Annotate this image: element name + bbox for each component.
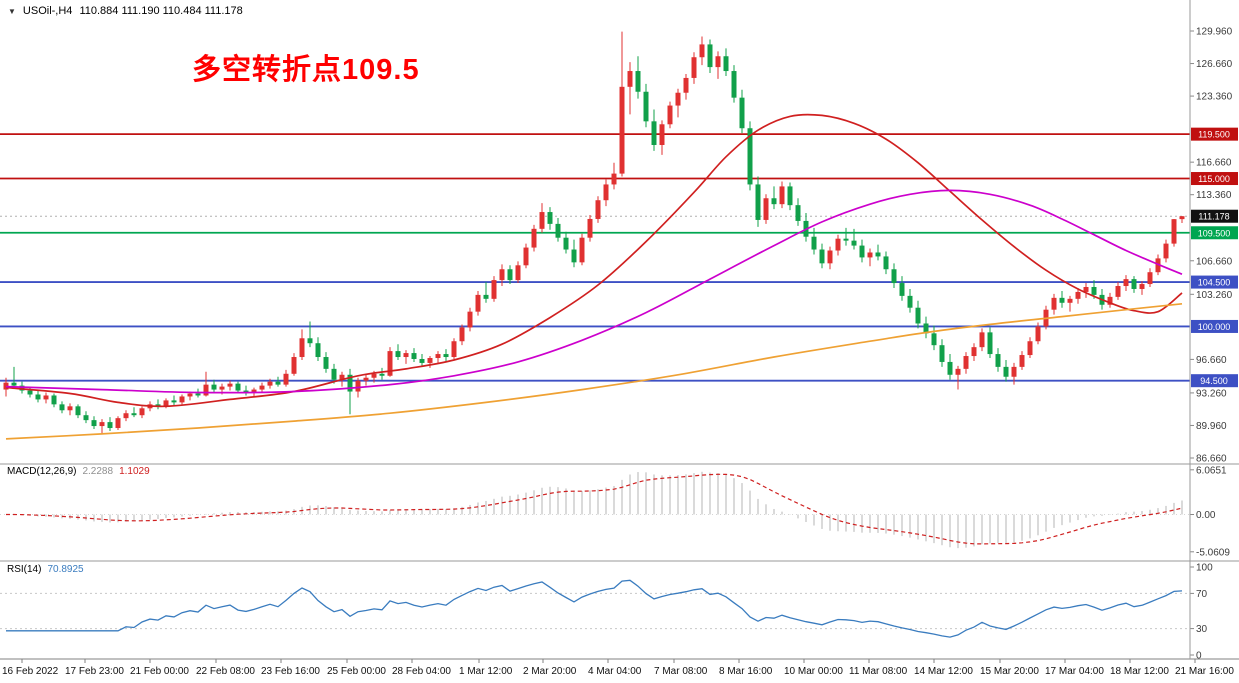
macd-panel: 6.0651 0.00 -5.0609 — [0, 465, 1230, 558]
svg-text:116.660: 116.660 — [1196, 158, 1232, 169]
svg-text:18 Mar 12:00: 18 Mar 12:00 — [1110, 666, 1169, 677]
svg-text:1 Mar 12:00: 1 Mar 12:00 — [459, 666, 513, 677]
svg-text:17 Mar 04:00: 17 Mar 04:00 — [1045, 666, 1104, 677]
horizontal-level-lines[interactable] — [0, 133, 1190, 382]
price-axis[interactable]: 129.960 126.660 123.360 116.660 113.360 106.6… — [1190, 27, 1238, 465]
svg-text:129.960: 129.960 — [1196, 27, 1233, 38]
svg-text:6.0651: 6.0651 — [1196, 465, 1227, 476]
ma-mid-magenta-line — [5, 189, 1183, 394]
macd-signal-value: 1.1029 — [119, 466, 150, 477]
svg-text:104.500: 104.500 — [1198, 278, 1231, 288]
macd-main-value: 2.2288 — [82, 466, 114, 477]
rsi-line — [6, 579, 1183, 638]
symbol-info-bar: ▼ USOil-,H4 110.884 111.190 110.484 111.… — [8, 5, 243, 17]
svg-text:89.960: 89.960 — [1196, 421, 1227, 432]
rsi-value: 70.8925 — [47, 564, 84, 575]
svg-text:25 Feb 00:00: 25 Feb 00:00 — [327, 666, 386, 677]
chevron-down-icon: ▼ — [8, 6, 16, 16]
svg-text:21 Mar 16:00: 21 Mar 16:00 — [1175, 666, 1234, 677]
moving-average-layer — [5, 113, 1183, 440]
svg-text:126.660: 126.660 — [1196, 59, 1233, 70]
svg-text:7 Mar 08:00: 7 Mar 08:00 — [654, 666, 708, 677]
symbol-timeframe-label: USOil-,H4 — [22, 5, 73, 17]
svg-text:111.178: 111.178 — [1198, 212, 1229, 222]
svg-text:15 Mar 20:00: 15 Mar 20:00 — [980, 666, 1039, 677]
macd-label: MACD(12,26,9) — [7, 466, 77, 477]
svg-text:8 Mar 16:00: 8 Mar 16:00 — [719, 666, 773, 677]
rsi-panel: 100 70 30 0 — [0, 563, 1213, 662]
svg-text:2 Mar 20:00: 2 Mar 20:00 — [523, 666, 577, 677]
svg-text:10 Mar 00:00: 10 Mar 00:00 — [784, 666, 843, 677]
rsi-label: RSI(14) — [7, 564, 42, 575]
svg-text:17 Feb 23:00: 17 Feb 23:00 — [65, 666, 124, 677]
ma-fast-red-line — [5, 113, 1183, 408]
svg-text:16 Feb 2022: 16 Feb 2022 — [2, 666, 59, 677]
svg-text:113.360: 113.360 — [1196, 190, 1232, 201]
svg-text:103.260: 103.260 — [1196, 290, 1233, 301]
ohlc-readout: 110.884 111.190 110.484 111.178 — [79, 5, 243, 17]
svg-text:119.500: 119.500 — [1198, 130, 1230, 140]
svg-text:23 Feb 16:00: 23 Feb 16:00 — [261, 666, 320, 677]
svg-text:-5.0609: -5.0609 — [1196, 547, 1230, 558]
svg-text:11 Mar 08:00: 11 Mar 08:00 — [849, 666, 908, 677]
svg-text:0: 0 — [1196, 651, 1202, 662]
svg-text:109.500: 109.500 — [1198, 228, 1231, 238]
svg-text:4 Mar 04:00: 4 Mar 04:00 — [588, 666, 642, 677]
svg-text:123.360: 123.360 — [1196, 92, 1233, 103]
svg-text:93.260: 93.260 — [1196, 388, 1227, 399]
svg-text:86.660: 86.660 — [1196, 454, 1227, 465]
chart-annotation-text[interactable]: 多空转折点109.5 — [192, 54, 420, 86]
ma-slow-orange-line — [5, 302, 1183, 440]
svg-text:70: 70 — [1196, 589, 1208, 600]
candlestick-layer — [3, 31, 1185, 433]
svg-text:14 Mar 12:00: 14 Mar 12:00 — [914, 666, 973, 677]
svg-text:96.660: 96.660 — [1196, 355, 1227, 366]
svg-text:0.00: 0.00 — [1196, 510, 1216, 521]
svg-text:115.000: 115.000 — [1198, 174, 1230, 184]
rsi-indicator-header: RSI(14) 70.8925 — [7, 564, 84, 575]
svg-text:94.500: 94.500 — [1200, 376, 1228, 386]
svg-text:21 Feb 00:00: 21 Feb 00:00 — [130, 666, 189, 677]
svg-text:106.660: 106.660 — [1196, 256, 1233, 267]
macd-indicator-header: MACD(12,26,9) 2.2288 1.1029 — [7, 466, 150, 477]
panel-separators — [0, 0, 1239, 660]
time-axis[interactable]: 16 Feb 2022 17 Feb 23:00 21 Feb 00:00 22 Fe… — [2, 659, 1234, 677]
svg-text:100: 100 — [1196, 563, 1213, 574]
svg-text:28 Feb 04:00: 28 Feb 04:00 — [392, 666, 451, 677]
svg-text:22 Feb 08:00: 22 Feb 08:00 — [196, 666, 255, 677]
svg-text:30: 30 — [1196, 624, 1208, 635]
svg-text:100.000: 100.000 — [1198, 322, 1231, 332]
macd-signal-line — [6, 473, 1183, 545]
